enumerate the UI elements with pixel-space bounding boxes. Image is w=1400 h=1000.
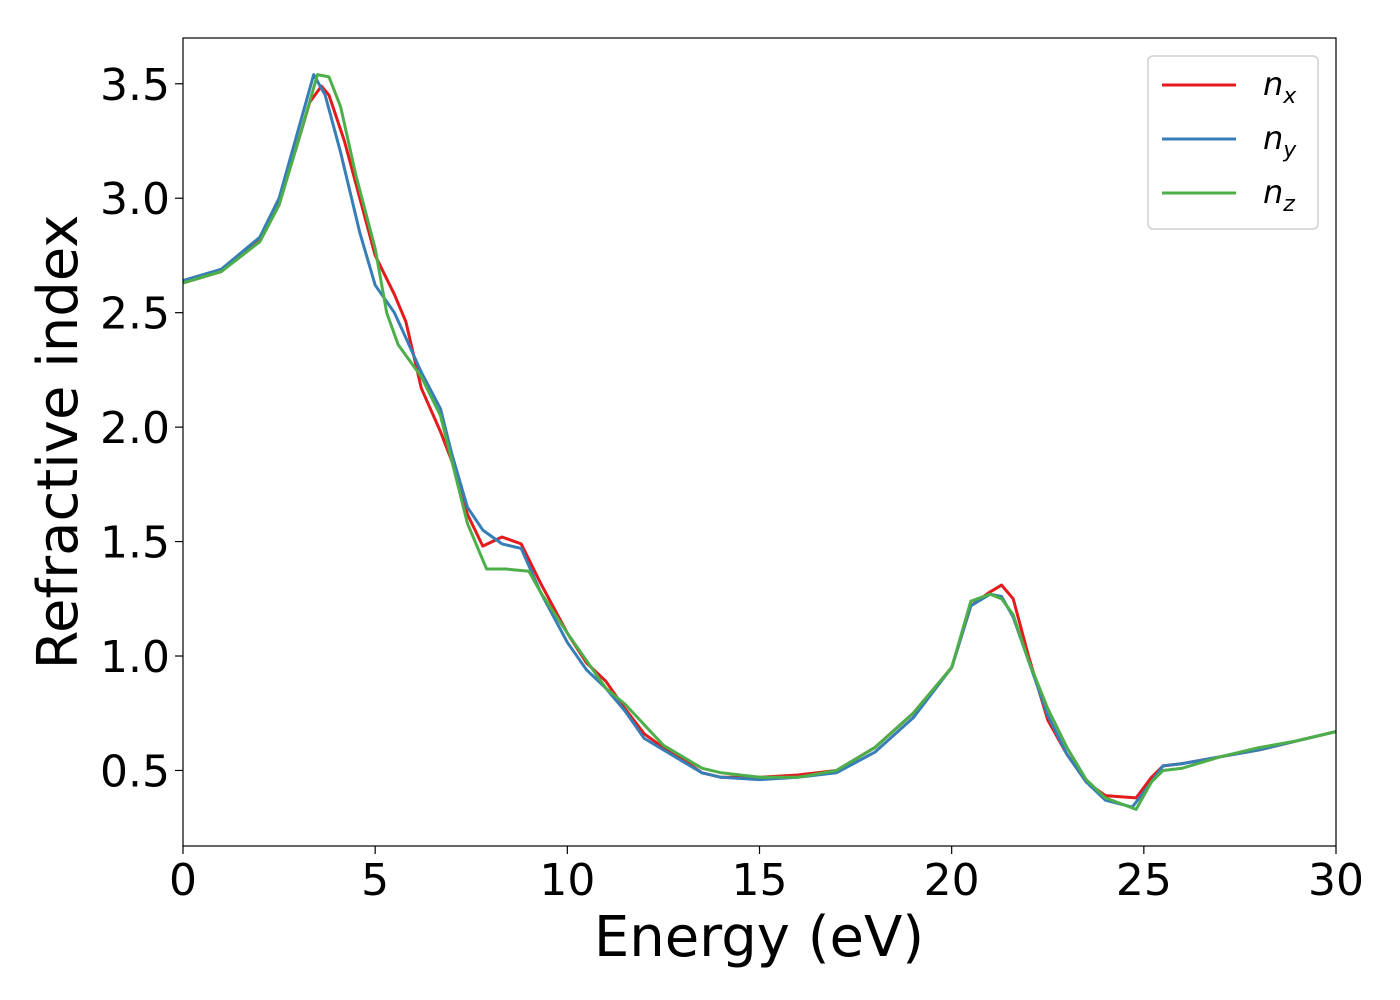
- x-tick-label: 0: [169, 855, 197, 906]
- y-tick-label: 0.5: [100, 746, 170, 797]
- y-tick-label: 3.5: [100, 60, 170, 111]
- legend-box: [1147, 55, 1319, 230]
- x-tick-label: 10: [539, 855, 595, 906]
- y-tick-label: 3.0: [100, 174, 170, 225]
- series-layer: [183, 73, 1336, 811]
- x-tick-label: 15: [732, 855, 788, 906]
- tick-layer: 0 5 10 15 20 25 30 0.5 1.0 1.5 2.0 2.5 3.0 3.5: [100, 60, 1364, 906]
- x-axis-title: Energy (eV): [594, 905, 924, 970]
- x-tick-label: 5: [361, 855, 389, 906]
- y-tick-label: 2.5: [100, 289, 170, 340]
- y-axis-title: Refractive index: [26, 215, 91, 670]
- series-line-nz: [183, 73, 1336, 811]
- y-tick-label: 1.0: [100, 632, 170, 683]
- series-line-ny: [183, 73, 1336, 809]
- y-tick-label: 1.5: [100, 518, 170, 569]
- x-tick-label: 20: [924, 855, 980, 906]
- x-tick-label: 30: [1308, 855, 1364, 906]
- x-tick-label: 25: [1116, 855, 1172, 906]
- y-tick-label: 2.0: [100, 403, 170, 454]
